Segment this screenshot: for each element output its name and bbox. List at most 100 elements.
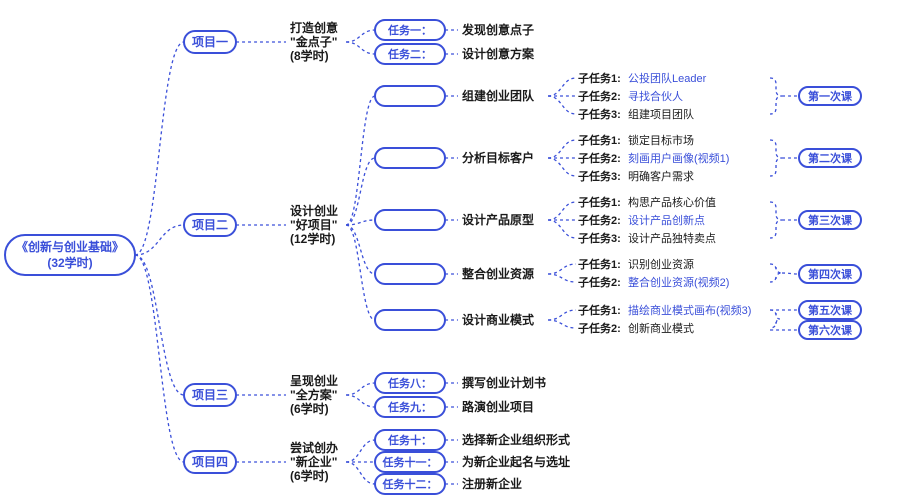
subtask-prefix: 子任务2:: [578, 151, 621, 165]
subtask-label: 寻找合伙人: [628, 89, 683, 103]
project-desc: (6学时): [290, 468, 329, 483]
edge-root-proj: [135, 42, 184, 255]
project-pill-label: 项目三: [192, 388, 228, 402]
subtask-label: 构思产品核心价值: [628, 195, 716, 209]
project-desc: 打造创意: [290, 20, 338, 35]
subtask-prefix: 子任务1:: [578, 133, 621, 147]
edge-proj-task: [346, 395, 375, 407]
edge-task-sub: [548, 202, 576, 220]
lesson-label: 第六次课: [808, 323, 853, 337]
edge-task-sub: [548, 310, 576, 320]
subtask-label: 描绘商业模式画布(视频3): [628, 303, 751, 317]
subtask-label: 设计产品独特卖点: [628, 231, 716, 245]
task-pill-label: 任务二：: [387, 47, 432, 61]
edge-proj-task: [346, 30, 375, 42]
lesson-label: 第三次课: [808, 213, 853, 227]
subtask-label: 锁定目标市场: [628, 133, 694, 147]
subtask-label: 整合创业资源(视频2): [628, 275, 729, 289]
subtask-label: 明确客户需求: [628, 169, 694, 183]
edge-task-sub: [548, 220, 576, 238]
edge-task-sub: [548, 158, 576, 176]
task-pill-label: 任务九：: [387, 400, 432, 414]
edge-root-proj: [135, 225, 184, 255]
subtask-prefix: 子任务2:: [578, 213, 621, 227]
lesson-label: 第二次课: [808, 151, 853, 165]
project-desc: (12学时): [290, 231, 335, 246]
task-pill-label: 任务五：: [387, 213, 432, 227]
project-pill-label: 项目一: [192, 35, 228, 49]
edge-proj-task: [346, 383, 375, 395]
subtask-label: 刻画用户画像(视频1): [628, 151, 729, 165]
task-label: 路演创业项目: [462, 399, 534, 414]
subtask-prefix: 子任务3:: [578, 169, 621, 183]
project-pill-label: 项目四: [192, 455, 228, 469]
edge-proj-task: [346, 462, 375, 484]
project-desc: 呈现创业: [290, 373, 338, 388]
bracket-lesson: [770, 310, 780, 328]
edge-task-sub: [548, 264, 576, 274]
subtask-prefix: 子任务1:: [578, 303, 621, 317]
task-label: 选择新企业组织形式: [462, 432, 570, 447]
task-label: 整合创业资源: [461, 266, 534, 281]
subtask-label: 公投团队Leader: [628, 71, 707, 85]
project-desc: 设计创业: [290, 203, 338, 218]
task-label: 撰写创业计划书: [462, 375, 546, 390]
subtask-prefix: 子任务1:: [578, 195, 621, 209]
project-desc: (8学时): [290, 48, 329, 63]
task-label: 设计商业模式: [462, 312, 534, 327]
project-desc: "好项目": [290, 217, 337, 232]
edge-task-sub: [548, 140, 576, 158]
task-label: 设计产品原型: [462, 212, 534, 227]
task-pill-label: 任务四：: [387, 151, 432, 165]
task-pill-label: 任务十一：: [382, 455, 438, 469]
bracket-lesson: [770, 78, 782, 114]
subtask-prefix: 子任务3:: [578, 231, 621, 245]
task-pill-label: 任务一：: [387, 23, 432, 37]
task-pill-label: 任务十：: [387, 433, 432, 447]
subtask-label: 创新商业模式: [628, 321, 694, 335]
project-desc: "新企业": [290, 454, 337, 469]
project-desc: "金点子": [290, 34, 337, 49]
subtask-label: 组建项目团队: [628, 107, 694, 121]
mindmap-diagram: 《创新与创业基础》(32学时)项目一打造创意"金点子"(8学时)项目二设计创业"…: [0, 0, 900, 504]
edge-proj-task: [346, 440, 375, 462]
root-title: 《创新与创业基础》: [16, 239, 124, 254]
task-label: 组建创业团队: [462, 88, 535, 103]
task-label: 为新企业起名与选址: [462, 454, 570, 469]
project-desc: (6学时): [290, 401, 329, 416]
edge-proj-task: [346, 96, 375, 225]
edge-proj-task: [346, 225, 375, 274]
project-desc: "全方案": [290, 387, 337, 402]
task-label: 发现创意点子: [461, 22, 534, 37]
lesson-label: 第一次课: [808, 89, 853, 103]
subtask-prefix: 子任务2:: [578, 275, 621, 289]
root-subtitle: (32学时): [47, 255, 92, 270]
edge-proj-task: [346, 42, 375, 54]
task-pill-label: 任务七：: [387, 313, 432, 327]
subtask-prefix: 子任务1:: [578, 71, 621, 85]
task-label: 注册新企业: [462, 476, 522, 491]
edge-task-sub: [548, 78, 576, 96]
task-label: 分析目标客户: [462, 150, 534, 165]
task-pill-label: 任务八：: [387, 376, 432, 390]
project-pill-label: 项目二: [192, 218, 228, 232]
task-pill-label: 任务三：: [387, 89, 432, 103]
lesson-label: 第四次课: [808, 267, 853, 281]
subtask-prefix: 子任务1:: [578, 257, 621, 271]
bracket-lesson: [770, 202, 782, 238]
subtask-prefix: 子任务3:: [578, 107, 621, 121]
subtask-prefix: 子任务2:: [578, 89, 621, 103]
bracket-lesson: [770, 264, 782, 282]
lesson-label: 第五次课: [808, 303, 853, 317]
edge-root-proj: [135, 255, 184, 462]
project-desc: 尝试创办: [290, 440, 338, 455]
subtask-prefix: 子任务2:: [578, 321, 621, 335]
edge-task-sub: [548, 320, 576, 328]
edge-task-sub: [548, 96, 576, 114]
task-label: 设计创意方案: [462, 46, 535, 61]
subtask-label: 识别创业资源: [628, 257, 694, 271]
edge-proj-task: [346, 158, 375, 225]
bracket-lesson: [770, 140, 782, 176]
task-pill-label: 任务十二：: [382, 477, 438, 491]
subtask-label: 设计产品创新点: [628, 213, 705, 227]
